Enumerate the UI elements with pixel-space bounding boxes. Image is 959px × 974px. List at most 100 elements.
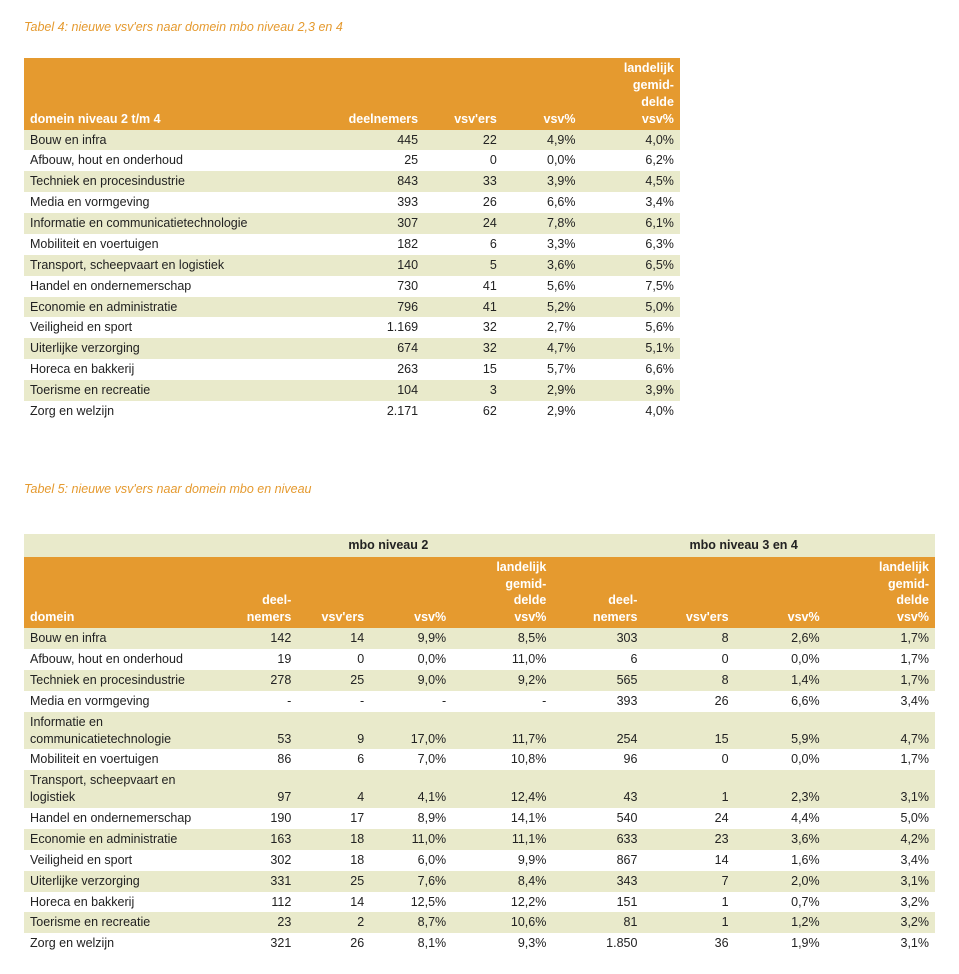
- table-row: Bouw en infra445224,9%4,0%: [24, 130, 680, 151]
- table-cell: 303: [552, 628, 643, 649]
- table-row: Mobiliteit en voertuigen18263,3%6,3%: [24, 234, 680, 255]
- table-cell: 4,9%: [503, 130, 582, 151]
- table-cell: 41: [424, 297, 503, 318]
- table-row: Afbouw, hout en onderhoud2500,0%6,2%: [24, 150, 680, 171]
- table-cell: 12,2%: [452, 892, 552, 913]
- table-cell: 32: [424, 317, 503, 338]
- table-cell: 4: [297, 770, 370, 808]
- table-cell: 565: [552, 670, 643, 691]
- table-cell: 142: [224, 628, 297, 649]
- table-cell: 8,7%: [370, 912, 452, 933]
- table-cell: 3,1%: [826, 770, 935, 808]
- table-cell: Veiligheid en sport: [24, 850, 224, 871]
- table-row: Zorg en welzijn2.171622,9%4,0%: [24, 401, 680, 422]
- table-row: Horeca en bakkerij1121412,5%12,2%15110,7…: [24, 892, 935, 913]
- table-cell: 321: [224, 933, 297, 954]
- table-cell: Zorg en welzijn: [24, 401, 326, 422]
- table-cell: 843: [326, 171, 424, 192]
- table-cell: 4,0%: [582, 401, 680, 422]
- table-cell: 23: [224, 912, 297, 933]
- table-cell: 393: [552, 691, 643, 712]
- table-cell: 2.171: [326, 401, 424, 422]
- table-cell: 24: [424, 213, 503, 234]
- table-cell: 11,0%: [452, 649, 552, 670]
- table5-header-deel2-a: deel-: [558, 592, 637, 609]
- table-cell: 23: [643, 829, 734, 850]
- table-row: Uiterlijke verzorging674324,7%5,1%: [24, 338, 680, 359]
- table-cell: Transport, scheepvaart en logistiek: [24, 255, 326, 276]
- table-cell: 25: [297, 670, 370, 691]
- table-cell: 36: [643, 933, 734, 954]
- table-cell: 5: [424, 255, 503, 276]
- table-cell: 3,4%: [826, 691, 935, 712]
- table4-header-landelijk: landelijk gemid- delde vsv%: [582, 58, 680, 130]
- table-cell: 18: [297, 829, 370, 850]
- table-cell: Mobiliteit en voertuigen: [24, 234, 326, 255]
- table5-header-vsvers1: vsv'ers: [297, 557, 370, 629]
- table-cell: 12,4%: [452, 770, 552, 808]
- table-cell: 11,7%: [452, 712, 552, 750]
- table-cell: 112: [224, 892, 297, 913]
- table-cell: 6,6%: [735, 691, 826, 712]
- table-cell: 867: [552, 850, 643, 871]
- table-cell: 14: [297, 628, 370, 649]
- table-cell: Handel en ondernemerschap: [24, 276, 326, 297]
- table-cell: 26: [297, 933, 370, 954]
- table5-header-vsvpct2: vsv%: [735, 557, 826, 629]
- table-cell: -: [224, 691, 297, 712]
- table-row: Economie en administratie796415,2%5,0%: [24, 297, 680, 318]
- table-cell: Zorg en welzijn: [24, 933, 224, 954]
- table-cell: Bouw en infra: [24, 130, 326, 151]
- table-cell: 7,6%: [370, 871, 452, 892]
- table-cell: 3,1%: [826, 933, 935, 954]
- table5-header-domain: domein: [24, 557, 224, 629]
- table-cell: 331: [224, 871, 297, 892]
- table-cell: 1: [643, 912, 734, 933]
- table-cell: 5,0%: [826, 808, 935, 829]
- table-cell: Horeca en bakkerij: [24, 892, 224, 913]
- table-cell: 1,7%: [826, 749, 935, 770]
- table-cell: 10,8%: [452, 749, 552, 770]
- table-cell: 7,8%: [503, 213, 582, 234]
- table-cell: 7: [643, 871, 734, 892]
- table-cell: Bouw en infra: [24, 628, 224, 649]
- table-row: Uiterlijke verzorging331257,6%8,4%34372,…: [24, 871, 935, 892]
- table-cell: 3,9%: [582, 380, 680, 401]
- table-cell: 674: [326, 338, 424, 359]
- table-row: Economie en administratie1631811,0%11,1%…: [24, 829, 935, 850]
- table-cell: 3,6%: [735, 829, 826, 850]
- table-cell: 540: [552, 808, 643, 829]
- table-cell: 2: [297, 912, 370, 933]
- table-cell: 9,9%: [452, 850, 552, 871]
- table-cell: 3,9%: [503, 171, 582, 192]
- table-cell: 12,5%: [370, 892, 452, 913]
- table-cell: 445: [326, 130, 424, 151]
- table-row: Bouw en infra142149,9%8,5%30382,6%1,7%: [24, 628, 935, 649]
- table-row: Veiligheid en sport1.169322,7%5,6%: [24, 317, 680, 338]
- table-cell: Mobiliteit en voertuigen: [24, 749, 224, 770]
- table-cell: 1,6%: [735, 850, 826, 871]
- table5-header-land2: landelijk gemid- delde vsv%: [826, 557, 935, 629]
- table-cell: 6: [552, 649, 643, 670]
- table-cell: Uiterlijke verzorging: [24, 338, 326, 359]
- table-cell: 9,2%: [452, 670, 552, 691]
- table-cell: Toerisme en recreatie: [24, 912, 224, 933]
- table-cell: 6,6%: [582, 359, 680, 380]
- table-cell: 2,0%: [735, 871, 826, 892]
- table-cell: 18: [297, 850, 370, 871]
- table4: domein niveau 2 t/m 4 deelnemers vsv'ers…: [24, 58, 680, 422]
- table-cell: 633: [552, 829, 643, 850]
- table-cell: 3,3%: [503, 234, 582, 255]
- table5-header-vsvers2: vsv'ers: [643, 557, 734, 629]
- table-cell: 7,0%: [370, 749, 452, 770]
- table4-header-vsvpct: vsv%: [503, 58, 582, 130]
- table-cell: 9,0%: [370, 670, 452, 691]
- table-row: Mobiliteit en voertuigen8667,0%10,8%9600…: [24, 749, 935, 770]
- table-cell: 9,9%: [370, 628, 452, 649]
- table-cell: 81: [552, 912, 643, 933]
- table-cell: 86: [224, 749, 297, 770]
- table-row: Techniek en procesindustrie843333,9%4,5%: [24, 171, 680, 192]
- table5-header-deel1: deel- nemers: [224, 557, 297, 629]
- table-cell: 32: [424, 338, 503, 359]
- table-cell: 4,4%: [735, 808, 826, 829]
